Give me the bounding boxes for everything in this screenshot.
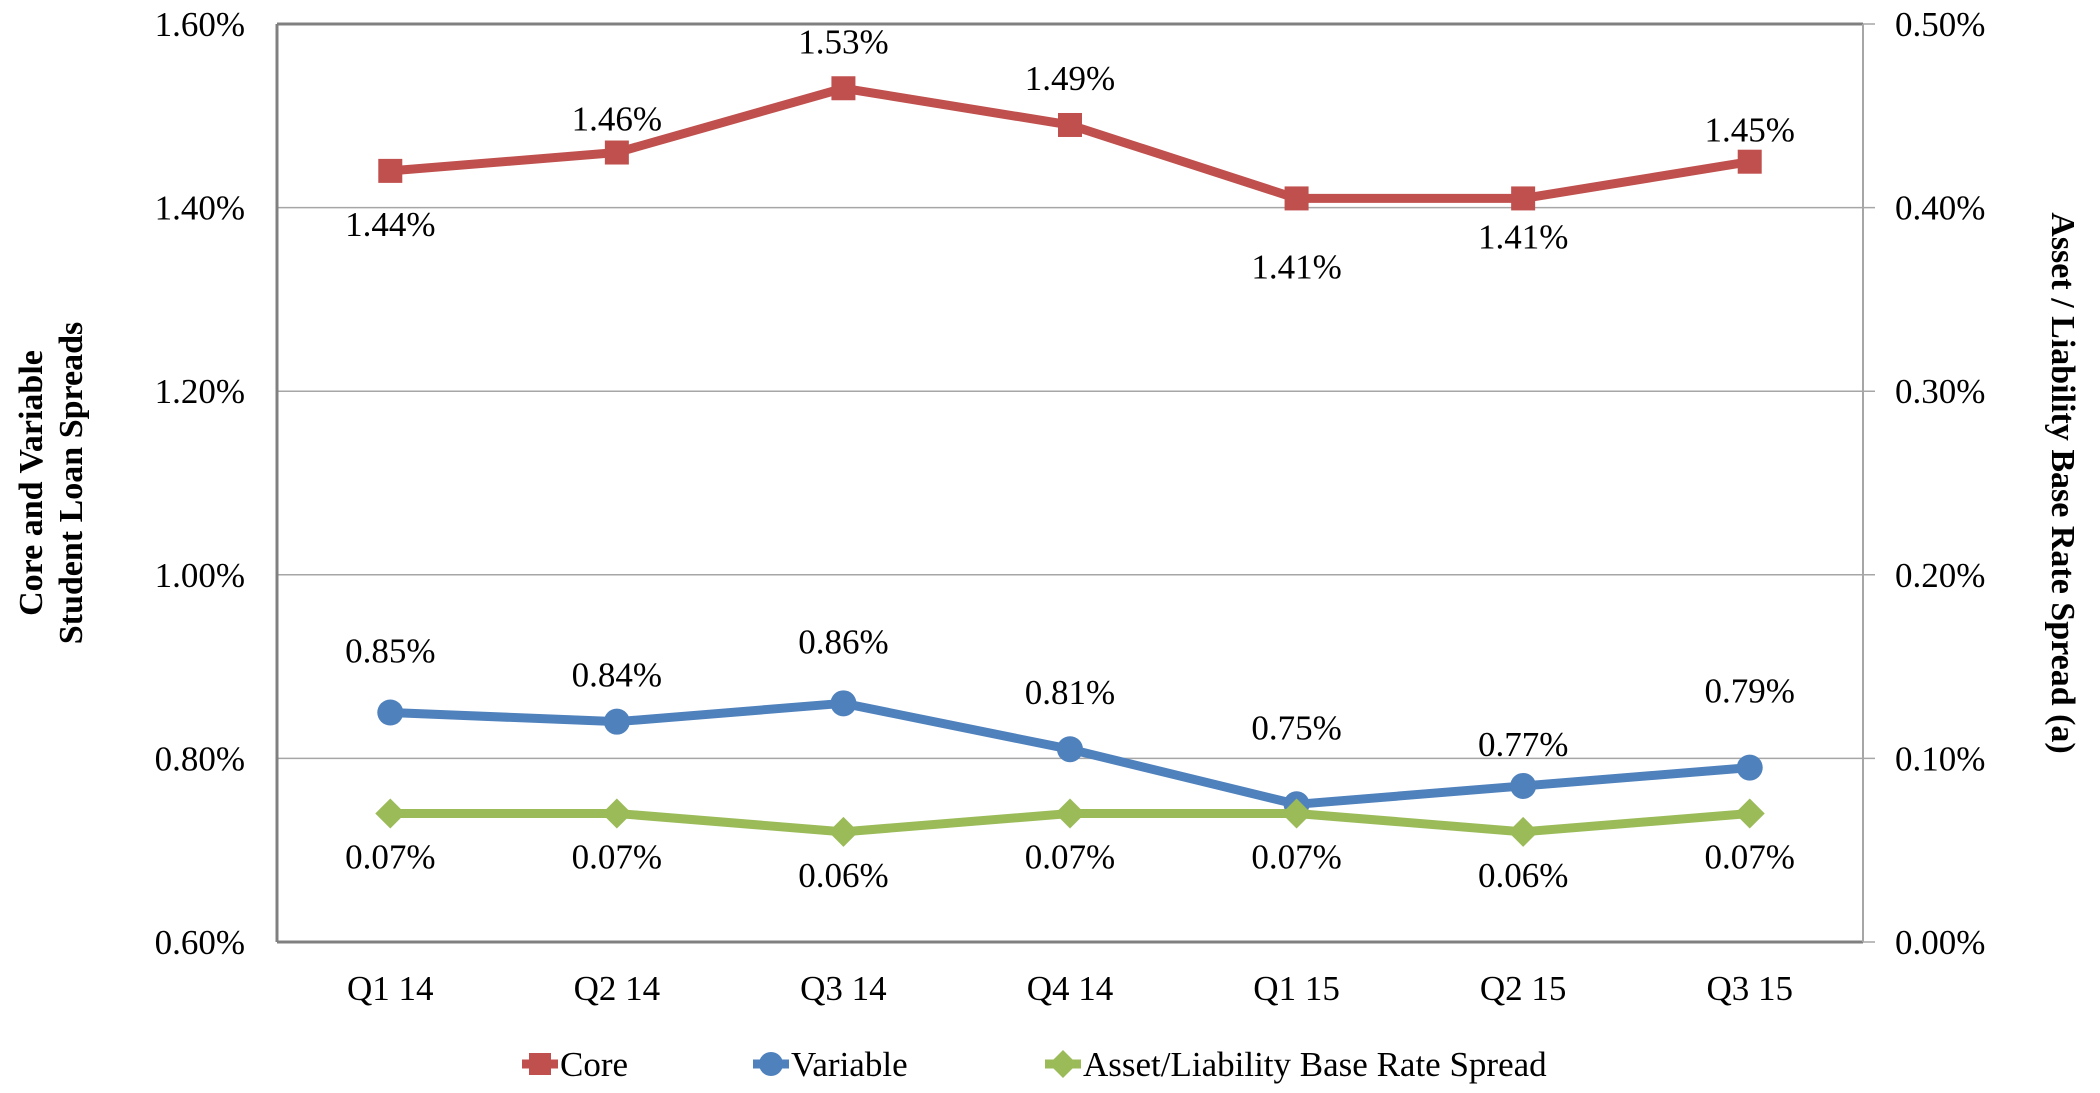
core-data-label: 1.53% [798,22,888,61]
variable-data-label: 0.75% [1251,708,1341,747]
variable-marker [830,690,857,717]
core-marker [378,158,403,183]
left-axis-tick-label: 1.60% [155,5,245,44]
variable-data-label: 0.81% [1025,673,1115,712]
left-axis-title-line2: Student Loan Spreads [53,322,90,645]
x-axis-tick-label: Q2 14 [574,969,661,1008]
x-axis-tick-label: Q4 14 [1027,969,1114,1008]
right-axis-tick-label: 0.00% [1895,923,1985,962]
right-axis-ticks: 0.00% 0.10% 0.20% 0.30% 0.40% 0.50% [1895,5,1985,962]
legend-circle-icon [759,1052,783,1076]
core-marker [1737,149,1762,174]
legend-square-icon [529,1053,551,1075]
core-marker [831,76,856,101]
series [375,76,1765,847]
x-axis-ticks: Q1 14 Q2 14 Q3 14 Q4 14 Q1 15 Q2 15 Q3 15 [347,969,1793,1008]
x-axis-tick-label: Q3 14 [800,969,887,1008]
right-axis-tick-label: 0.10% [1895,739,1985,778]
variable-data-label: 0.84% [572,656,662,695]
legend-item: Core [522,1045,628,1084]
asset-liability-base-rate-spread-data-label: 0.07% [1705,837,1795,876]
right-axis-tick-label: 0.40% [1895,189,1985,228]
asset-liability-base-rate-spread-marker [828,816,859,847]
core-marker [604,140,629,165]
asset-liability-base-rate-spread-data-label: 0.06% [798,856,888,895]
asset-liability-base-rate-spread-data-label: 0.06% [1478,856,1568,895]
variable-marker [1736,754,1763,781]
legend-item: Asset/Liability Base Rate Spread [1045,1045,1547,1084]
asset-liability-base-rate-spread-marker [1055,798,1085,829]
variable-data-label: 0.86% [798,622,888,661]
variable-marker [603,708,630,735]
asset-liability-base-rate-spread-data-label: 0.07% [345,837,435,876]
legend-diamond-icon [1049,1050,1077,1078]
core-data-label: 1.46% [572,100,662,139]
variable-marker [377,699,404,726]
asset-liability-base-rate-spread-marker [1508,816,1539,847]
legend-label: Core [560,1045,628,1084]
left-axis-tick-label: 0.80% [155,739,245,778]
asset-liability-base-rate-spread-data-label: 0.07% [572,837,662,876]
asset-liability-base-rate-spread-marker [1281,798,1312,829]
left-axis-tick-label: 0.60% [155,923,245,962]
core-marker [1511,186,1536,211]
right-axis-tick-label: 0.30% [1895,372,1985,411]
asset-liability-base-rate-spread-marker [1734,798,1765,829]
legend-item: Variable [753,1045,908,1084]
core-marker [1058,112,1082,137]
x-axis-tick-label: Q2 15 [1480,969,1567,1008]
asset-liability-base-rate-spread-marker [375,798,406,829]
variable-marker [1057,736,1083,763]
legend: Core Variable Asset/Liability Base Rate Sp… [522,1045,1547,1084]
variable-marker [1510,772,1537,799]
core-data-label: 1.44% [345,205,435,244]
core-data-label: 1.41% [1478,217,1568,256]
x-axis-tick-label: Q3 15 [1706,969,1793,1008]
variable-data-label: 0.85% [345,632,435,671]
x-axis-tick-label: Q1 14 [347,969,434,1008]
asset-liability-base-rate-spread-data-label: 0.07% [1251,837,1341,876]
core-marker [1284,186,1309,211]
left-axis-tick-label: 1.20% [155,372,245,411]
variable-data-label: 0.77% [1478,725,1568,764]
right-axis-title: Asset / Liability Base Rate Spread (a) [2044,212,2081,753]
plot-frame [275,22,1875,944]
variable-data-label: 0.79% [1705,672,1795,711]
left-axis-title-line1: Core and Variable [13,350,50,616]
data-labels: 1.44% 1.46% 1.53% 1.49% 1.41% 1.41% 1.45% 0.85%… [345,22,1795,895]
legend-label: Variable [791,1045,908,1084]
left-axis-ticks: 0.60% 0.80% 1.00% 1.20% 1.40% 1.60% [155,5,245,962]
left-axis-tick-label: 1.00% [155,556,245,595]
right-axis-tick-label: 0.20% [1895,556,1985,595]
core-data-label: 1.41% [1251,247,1341,286]
asset-liability-base-rate-spread-data-label: 0.07% [1025,837,1115,876]
asset-liability-base-rate-spread-marker [601,798,632,829]
x-axis-tick-label: Q1 15 [1253,969,1340,1008]
core-data-label: 1.45% [1705,111,1795,150]
legend-label: Asset/Liability Base Rate Spread [1083,1045,1547,1084]
right-axis-tick-label: 0.50% [1895,5,1985,44]
left-axis-tick-label: 1.40% [155,189,245,228]
core-data-label: 1.49% [1025,59,1115,98]
